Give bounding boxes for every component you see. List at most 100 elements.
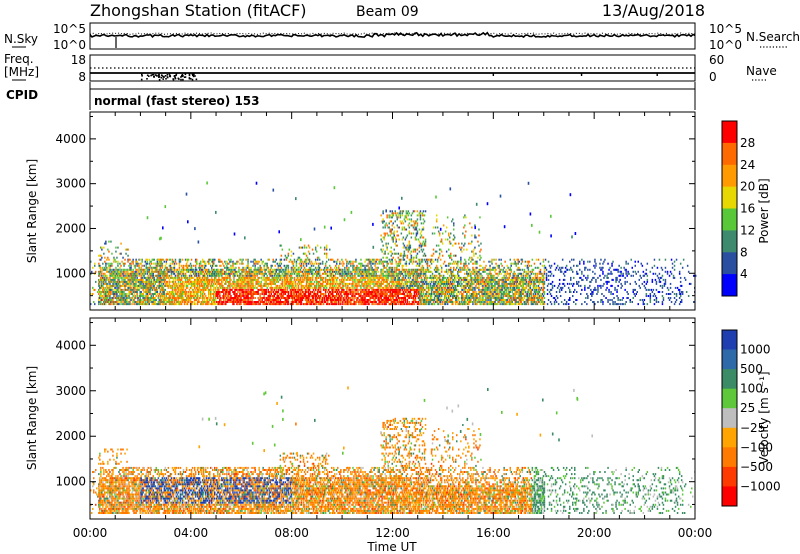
range-cell [116,257,118,259]
nsky-tick-top: 10^5 [53,22,86,36]
range-cell [102,299,104,301]
range-cell [230,259,232,261]
range-cell [151,279,153,281]
range-cell [125,253,127,255]
range-cell [153,295,155,297]
range-cell [127,249,129,251]
range-cell [185,273,187,275]
range-cell [138,267,140,269]
range-cell [130,265,132,267]
range-cell [171,273,173,275]
range-cell [180,259,182,261]
range-cell [94,263,96,265]
range-cell [220,297,222,299]
range-cell [193,277,195,279]
range-cell [124,259,126,261]
range-cell [130,299,132,301]
range-cell [204,285,206,287]
range-cell [178,291,180,293]
range-cell [223,293,225,295]
range-cell [101,273,103,275]
range-cell [225,283,227,285]
range-cell [199,287,201,289]
range-cell [127,271,129,273]
freq-dip-point [146,78,148,80]
range-cell [139,259,141,261]
freq-dip-point [190,78,192,80]
range-cell [101,297,103,299]
range-cell [158,297,160,299]
range-cell [167,291,169,293]
range-cell [211,283,213,285]
range-cell [141,265,143,267]
range-cell [174,269,176,271]
range-cell [184,283,186,285]
range-cell [210,295,212,297]
range-cell [188,295,190,297]
range-cell [183,297,185,299]
range-cell [99,297,101,299]
range-cell [226,279,228,281]
range-cell [150,291,152,293]
range-cell [140,267,142,269]
range-cell [208,295,210,297]
range-cell [229,291,231,293]
range-cell [149,259,151,261]
range-cell [101,257,103,259]
freq-dip-point [158,74,160,76]
freq-dip-point [174,75,176,77]
range-cell [221,275,223,277]
range-cell [172,299,174,301]
freq-dip-point [159,76,161,78]
station-title: Zhongshan Station (fitACF) [90,1,307,20]
range-cell [152,289,154,291]
range-cell [229,275,231,277]
range-cell [232,285,234,287]
range-cell [145,261,147,263]
range-cell [127,261,129,263]
range-cell [164,295,166,297]
range-cell [231,269,233,271]
range-cell [98,293,100,295]
range-cell [136,291,138,293]
range-cell [147,273,149,275]
range-cell [111,281,113,283]
range-cell [134,265,136,267]
range-cell [154,279,156,281]
range-cell [149,267,151,269]
range-cell [99,265,101,267]
range-cell [111,263,113,265]
range-cell [104,289,106,291]
range-cell [135,271,137,273]
range-cell [227,301,229,303]
range-cell [200,267,202,269]
range-cell [223,265,225,267]
range-cell [215,303,217,305]
range-cell [113,261,115,263]
range-cell [132,259,134,261]
freq-tick-top: 18 [71,53,86,67]
range-cell [230,265,232,267]
range-cell [125,293,127,295]
range-cell [105,293,107,295]
range-cell [100,255,102,257]
range-cell [222,303,224,305]
range-cell [101,271,103,273]
nsky-label: N.Sky [4,32,38,46]
range-cell [207,287,209,289]
range-cell [188,259,190,261]
range-cell [175,261,177,263]
range-cell [159,283,161,285]
freq-dip-point [161,77,163,79]
range-cell [99,283,101,285]
range-cell [231,289,233,291]
range-cell [176,283,178,285]
freq-label-line1: Freq. [4,52,34,66]
range-cell [130,263,132,265]
range-cell [215,289,217,291]
range-cell [185,279,187,281]
range-cell [154,287,156,289]
range-cell [164,293,166,295]
range-cell [164,269,166,271]
range-cell [197,285,199,287]
